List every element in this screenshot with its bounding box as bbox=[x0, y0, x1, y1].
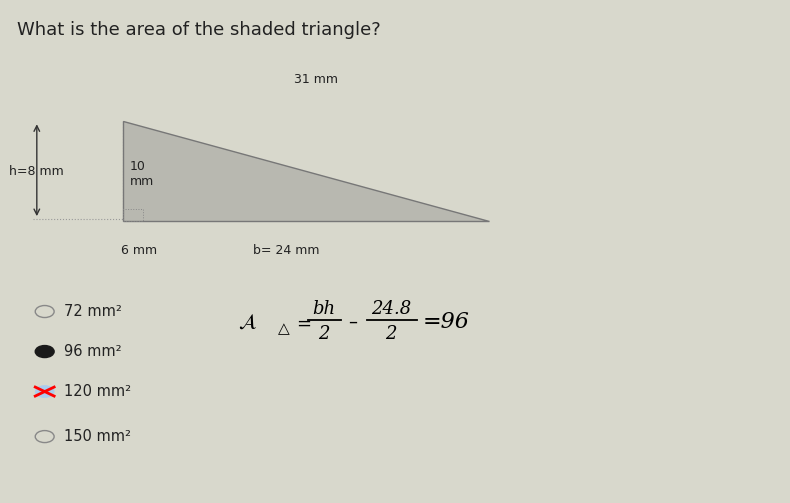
Text: 120 mm²: 120 mm² bbox=[64, 384, 131, 399]
Text: 2: 2 bbox=[318, 325, 330, 343]
Polygon shape bbox=[123, 121, 490, 221]
Circle shape bbox=[36, 386, 55, 397]
Text: What is the area of the shaded triangle?: What is the area of the shaded triangle? bbox=[17, 22, 381, 39]
Text: 96 mm²: 96 mm² bbox=[64, 344, 122, 359]
Text: bh: bh bbox=[313, 300, 336, 318]
Text: 2: 2 bbox=[386, 325, 397, 343]
Text: –: – bbox=[348, 312, 357, 330]
Text: 31 mm: 31 mm bbox=[295, 73, 338, 87]
Text: =96: =96 bbox=[423, 310, 469, 332]
Text: $\mathcal{A}$: $\mathcal{A}$ bbox=[238, 311, 257, 331]
Text: h=8 mm: h=8 mm bbox=[9, 165, 64, 178]
Text: 150 mm²: 150 mm² bbox=[64, 429, 131, 444]
Circle shape bbox=[36, 346, 55, 358]
Text: $\triangle$: $\triangle$ bbox=[276, 321, 292, 337]
Text: 72 mm²: 72 mm² bbox=[64, 304, 122, 319]
Text: b= 24 mm: b= 24 mm bbox=[254, 244, 320, 257]
Text: 24.8: 24.8 bbox=[371, 300, 411, 318]
Circle shape bbox=[36, 305, 55, 317]
Circle shape bbox=[36, 431, 55, 443]
Text: 6 mm: 6 mm bbox=[121, 244, 157, 257]
Text: =: = bbox=[296, 315, 311, 333]
Text: 10
mm: 10 mm bbox=[130, 160, 154, 188]
